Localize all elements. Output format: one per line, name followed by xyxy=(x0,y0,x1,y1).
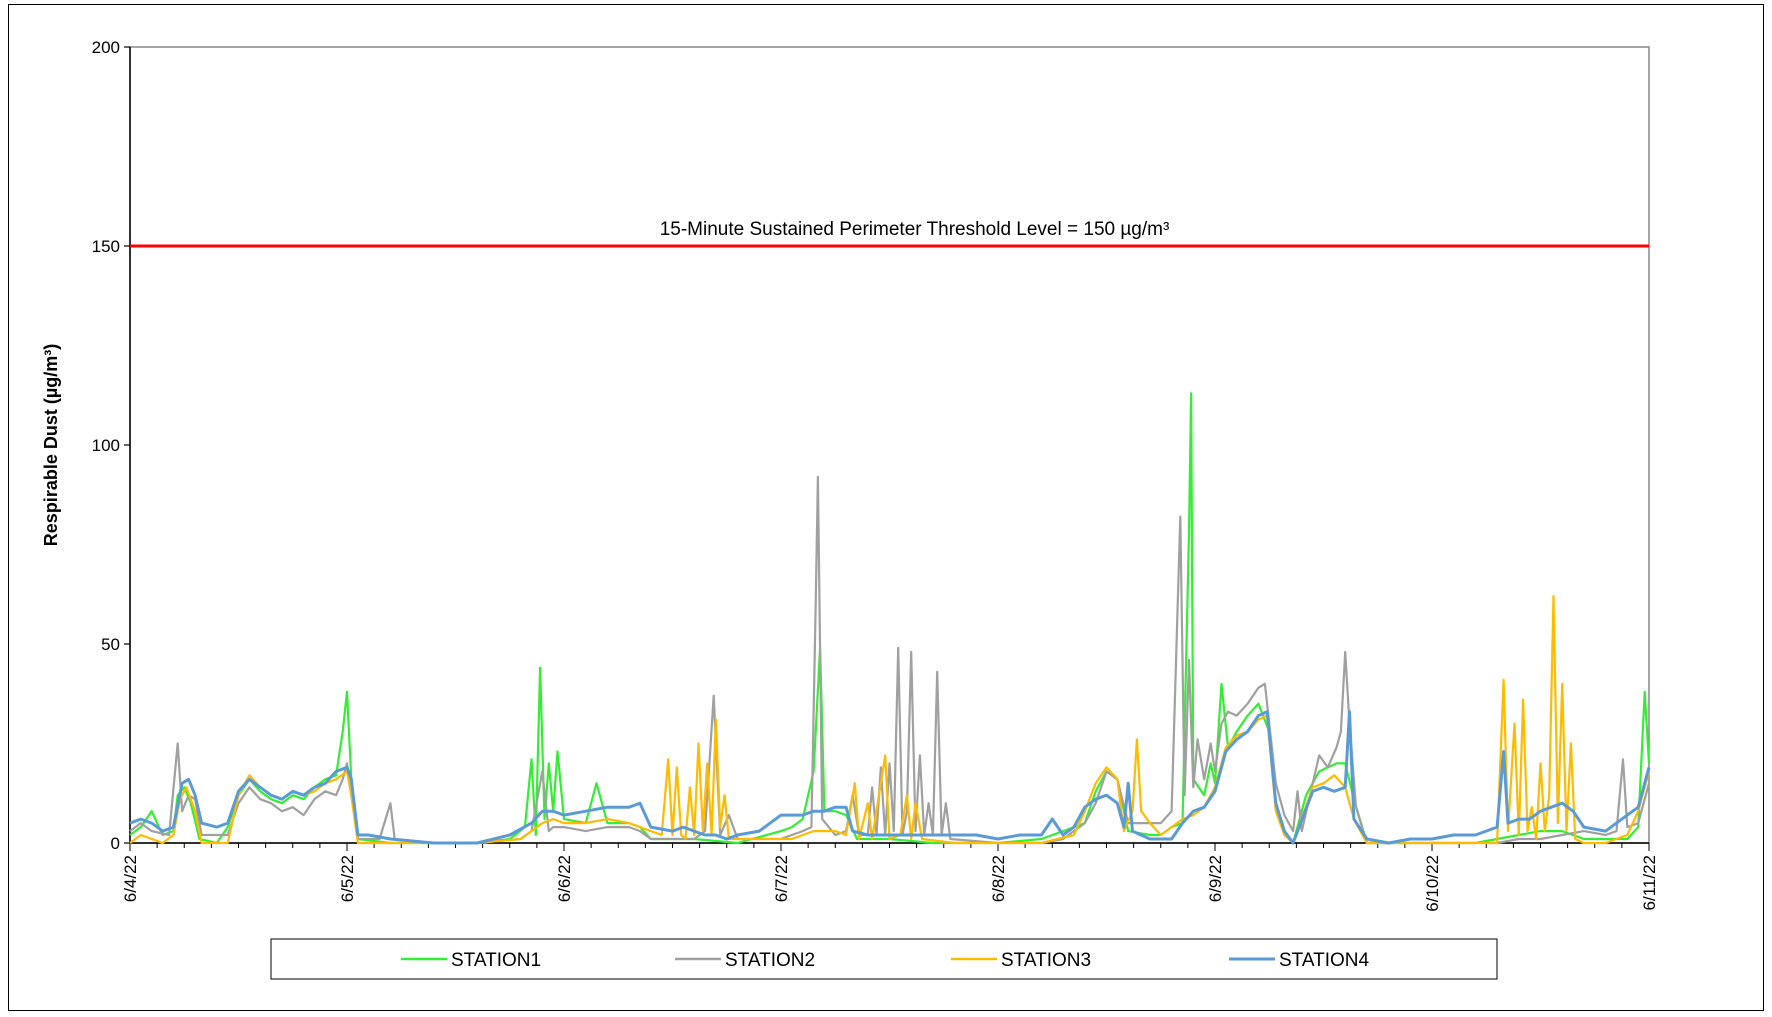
threshold-layer: 15-Minute Sustained Perimeter Threshold … xyxy=(130,219,1649,248)
series-line-station1 xyxy=(129,392,1651,845)
x-tick-label: 6/11/22 xyxy=(1640,855,1659,910)
legend-box xyxy=(270,938,1498,980)
y-tick-label: 50 xyxy=(101,635,120,654)
legend-label-station4: STATION4 xyxy=(1279,950,1370,971)
series-line-station2 xyxy=(129,475,1651,845)
x-tick-label: 6/5/22 xyxy=(338,855,357,902)
dust-chart: 0 50 100 150 200 6/4/22 6/5/22 6/6/22 6/7/22 6/8/… xyxy=(41,38,1659,980)
y-tick-label: 150 xyxy=(92,237,120,256)
y-tick-label: 200 xyxy=(92,38,120,57)
x-tick-label: 6/10/22 xyxy=(1423,855,1442,912)
chart-frame: 0 50 100 150 200 6/4/22 6/5/22 6/6/22 6/7/22 6/8/… xyxy=(8,4,1764,1011)
y-tick-label: 100 xyxy=(92,436,120,455)
y-tick-label: 0 xyxy=(111,834,120,853)
series-line-station3 xyxy=(129,595,1651,845)
threshold-label: 15-Minute Sustained Perimeter Threshold … xyxy=(660,219,1170,240)
x-tick-label: 6/7/22 xyxy=(772,855,791,902)
x-tick-label: 6/4/22 xyxy=(121,855,140,902)
x-tick-label: 6/8/22 xyxy=(989,855,1008,902)
x-tick-label: 6/6/22 xyxy=(555,855,574,902)
x-tick-label: 6/9/22 xyxy=(1206,855,1225,902)
series-line-station4 xyxy=(129,710,1651,845)
axes-layer: 0 50 100 150 200 6/4/22 6/5/22 6/6/22 6/7/22 6/8/… xyxy=(41,38,1659,912)
plot-area xyxy=(129,46,1650,844)
y-axis-title: Respirable Dust (µg/m³) xyxy=(41,344,61,546)
legend-label-station3: STATION3 xyxy=(1001,950,1091,971)
series-layer xyxy=(129,392,1651,845)
legend-label-station2: STATION2 xyxy=(725,950,815,971)
legend: STATION1 STATION2 STATION3 STATION4 xyxy=(270,938,1498,980)
legend-label-station1: STATION1 xyxy=(451,950,541,971)
